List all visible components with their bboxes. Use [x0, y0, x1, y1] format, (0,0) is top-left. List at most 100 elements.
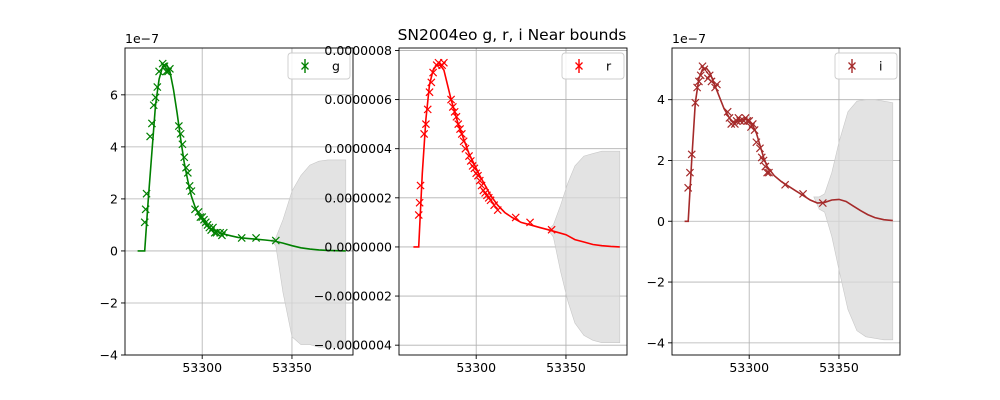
- data-point: [475, 176, 484, 185]
- axes-frame: [398, 47, 628, 356]
- data-point: [160, 62, 169, 71]
- data-point: [457, 129, 466, 138]
- legend-g: g: [287, 52, 351, 80]
- data-point: [183, 168, 192, 177]
- data-point: [190, 205, 200, 214]
- data-point: [176, 129, 185, 138]
- uncertainty-band-i: [813, 99, 894, 341]
- data-point: [759, 156, 768, 165]
- data-point: [416, 181, 425, 190]
- data-point: [174, 122, 183, 131]
- y-tick-label: 0.0000006: [324, 92, 392, 107]
- y-tick-label: 0.0000004: [324, 141, 392, 156]
- data-point: [712, 80, 721, 89]
- data-point: [456, 125, 465, 134]
- data-point: [743, 116, 752, 125]
- data-point: [490, 201, 499, 210]
- x-tick-label: 53300: [182, 360, 222, 375]
- data-point: [425, 88, 434, 97]
- figure-title: SN2004eo g, r, i Near bounds: [398, 26, 627, 44]
- data-point: [526, 218, 535, 227]
- y-tick-label: 0: [110, 243, 118, 258]
- data-point: [761, 162, 770, 171]
- legend-label: i: [879, 59, 882, 74]
- x-tick-label: 53300: [729, 360, 769, 375]
- legend-marker-icon: [848, 62, 856, 70]
- data-point: [799, 189, 808, 198]
- data-point: [547, 225, 556, 234]
- data-point: [237, 233, 246, 242]
- y-tick-label: −2: [100, 295, 118, 310]
- panel-r: 53300 53350 −0.0000004 −0.0000002 0.0000000 0…: [314, 43, 628, 375]
- data-point: [423, 105, 432, 114]
- data-point: [685, 168, 694, 177]
- data-point: [694, 77, 703, 86]
- data-point: [146, 132, 155, 141]
- data-point: [705, 71, 714, 80]
- data-point: [748, 119, 757, 129]
- data-point: [466, 156, 475, 166]
- data-point: [707, 77, 716, 86]
- data-point: [448, 102, 457, 111]
- data-point: [464, 152, 474, 161]
- legend-label: g: [332, 59, 340, 74]
- axes-frame: [124, 47, 354, 356]
- x-tick-label: 53300: [456, 360, 496, 375]
- data-point: [153, 83, 162, 92]
- legend-marker-icon: [301, 62, 309, 70]
- y-tick-label: 4: [657, 92, 665, 107]
- data-point: [194, 207, 203, 216]
- data-point: [219, 228, 228, 237]
- data-point: [696, 71, 705, 80]
- legend-i: i: [834, 52, 898, 80]
- data-point: [736, 116, 745, 125]
- data-point: [752, 138, 761, 147]
- data-point: [818, 198, 827, 208]
- data-point: [447, 95, 456, 104]
- legend-box: [287, 52, 351, 80]
- y-tick-label: −0.0000004: [314, 338, 392, 353]
- data-point: [147, 119, 156, 128]
- data-point: [212, 228, 221, 237]
- data-point: [781, 180, 790, 189]
- axes-frame: [671, 47, 901, 356]
- legend-r: r: [561, 52, 625, 80]
- data-point: [271, 236, 280, 245]
- y-tick-label: −0.0000002: [314, 289, 392, 304]
- data-point: [723, 107, 732, 116]
- data-point: [477, 181, 486, 190]
- y-offset-label: 1e−7: [125, 31, 159, 46]
- uncertainty-band-g: [269, 159, 347, 348]
- data-point: [427, 78, 436, 87]
- data-point: [414, 210, 423, 220]
- data-point: [450, 107, 459, 116]
- uncertainty-band-r: [547, 150, 621, 343]
- x-tick-label: 53350: [819, 360, 859, 375]
- data-point: [182, 163, 191, 172]
- data-point: [208, 223, 217, 232]
- y-tick-label: 4: [110, 139, 118, 154]
- data-point: [755, 144, 764, 153]
- x-tick-label: 53350: [272, 360, 312, 375]
- x-tick-label: 53350: [546, 360, 586, 375]
- data-point: [429, 68, 438, 77]
- data-point: [180, 153, 189, 162]
- y-tick-label: −2: [647, 275, 665, 290]
- model-curve-i: [684, 66, 893, 223]
- data-point: [452, 112, 461, 121]
- data-point: [691, 98, 700, 107]
- legend-box: [561, 52, 625, 80]
- legend-box: [834, 52, 898, 80]
- y-tick-label: 0.0000002: [324, 190, 392, 205]
- data-point: [178, 140, 187, 149]
- data-point: [165, 64, 174, 73]
- y-tick-label: 0.0000000: [324, 239, 392, 254]
- data-point: [750, 126, 759, 135]
- data-point: [470, 164, 479, 173]
- data-point: [461, 144, 470, 153]
- y-tick-label: 6: [110, 87, 118, 102]
- y-tick-label: 0.0000008: [324, 43, 392, 58]
- data-point: [185, 181, 194, 190]
- data-point: [511, 213, 520, 222]
- data-point: [252, 233, 261, 242]
